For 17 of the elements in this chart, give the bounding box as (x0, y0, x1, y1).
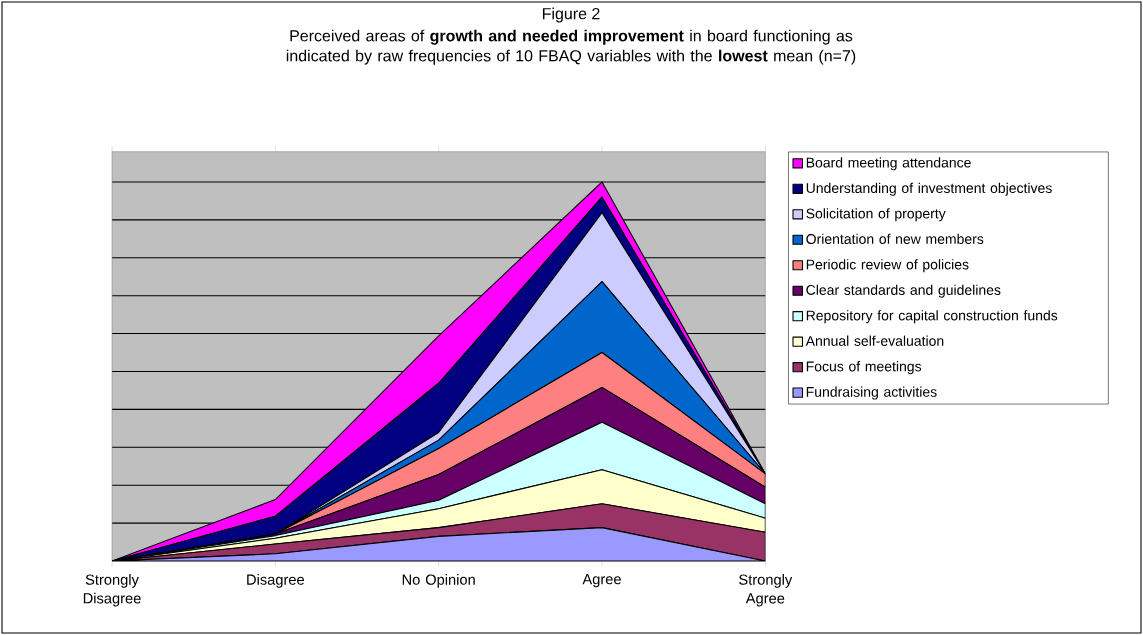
legend-label: Clear standards and guidelines (806, 284, 1001, 298)
legend-label: Solicitation of property (806, 208, 946, 222)
chart-subtitle: Perceived areas of growth and needed improvement in board functioning as indicated by raw frequencies of 10 FBAQ variables with the lowest mean (n=7) (286, 29, 856, 65)
x-tick-label: Agree (582, 574, 621, 588)
legend-label: Orientation of new members (806, 233, 984, 244)
chart-title: Figure 2 (542, 7, 600, 23)
legend-label: Understanding of investment objectives (806, 182, 1052, 196)
legend-label: Annual self-evaluation (805, 335, 944, 346)
x-tick-label: Strongly Agree (739, 574, 793, 607)
legend-label: Focus of meetings (806, 361, 922, 375)
legend-label: Board meeting attendance (806, 157, 971, 171)
x-tick-label: Strongly Disagree (83, 574, 141, 607)
x-tick-label: No Opinion (402, 574, 475, 588)
legend-label: Fundraising activities (806, 386, 937, 400)
legend-label: Repository for capital construction funds (806, 310, 1058, 324)
legend-label: Periodic review of policies (806, 259, 969, 273)
x-tick-label: Disagree (247, 574, 305, 588)
